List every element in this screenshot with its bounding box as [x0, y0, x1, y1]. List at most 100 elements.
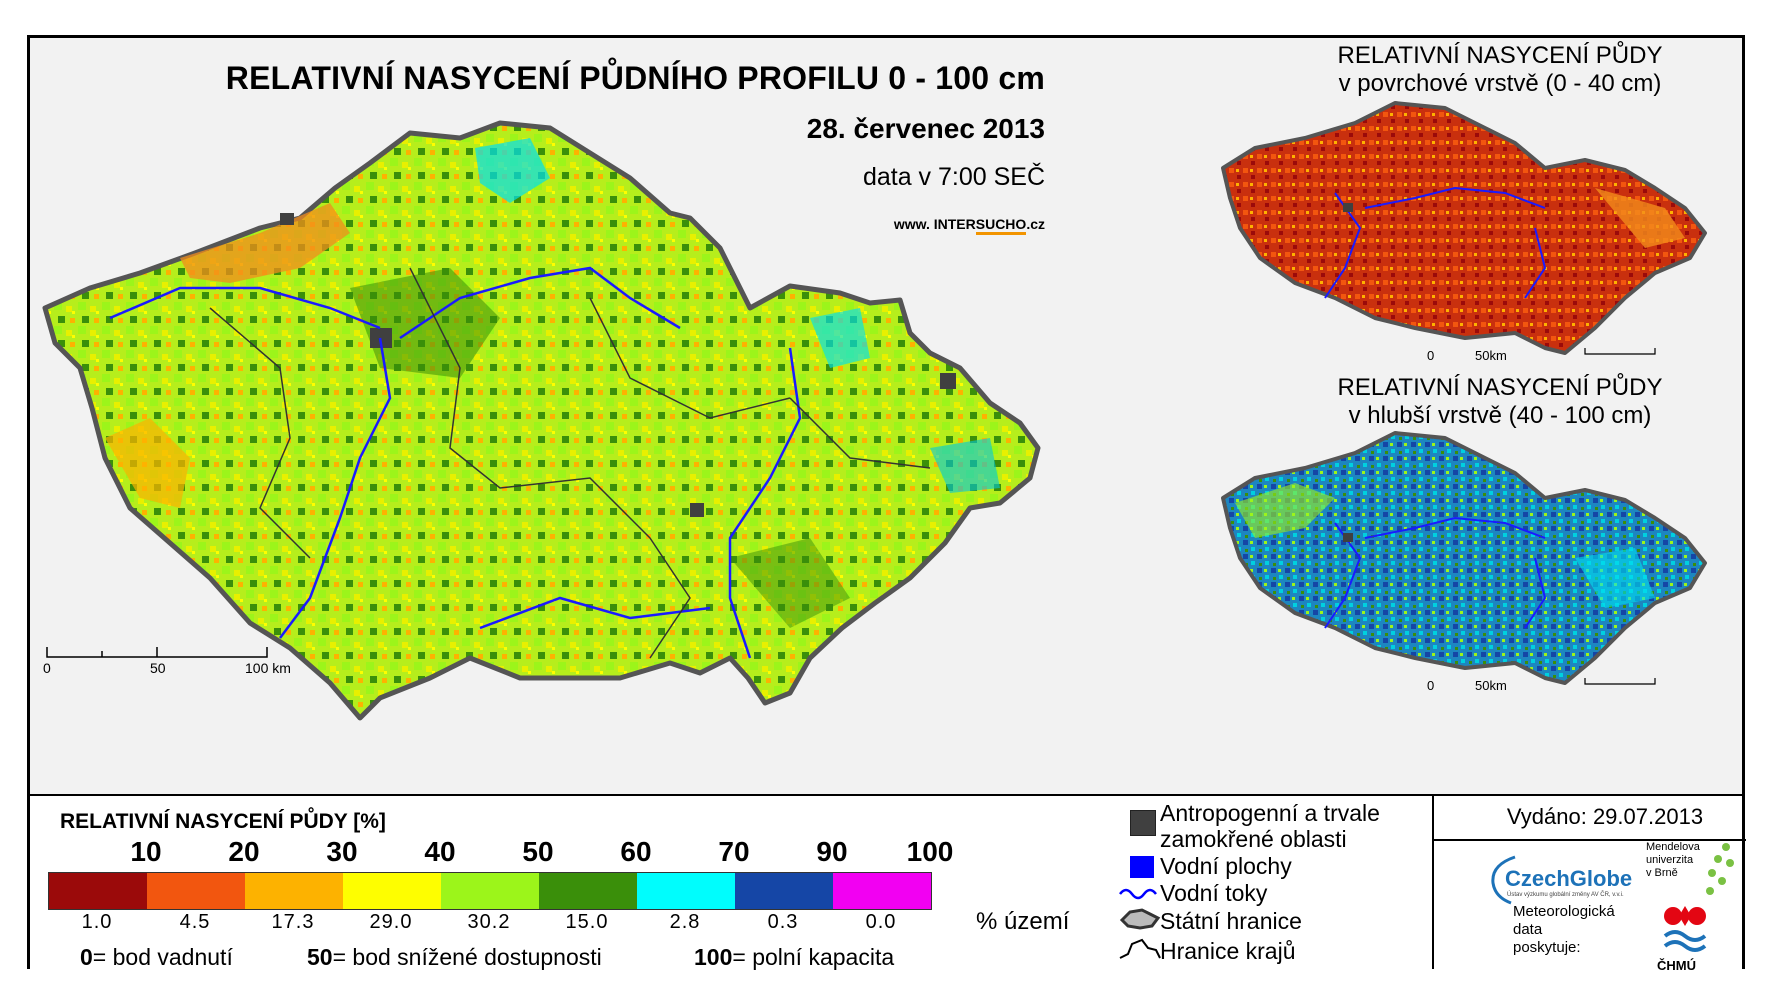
- legend-area: RELATIVNÍ NASYCENÍ PŮDY [%] 10 20 30 40 50 60…: [30, 796, 1746, 973]
- legend-threshold-3: 40: [424, 836, 456, 867]
- main-scale-label-100: 100 km: [245, 660, 291, 676]
- state-border-label: Státní hranice: [1160, 908, 1302, 934]
- legend-divider: [30, 794, 1742, 796]
- legend-explain-0: 0= bod vadnutí: [80, 944, 233, 971]
- czechglobe-subtitle: Ústav výzkumu globální změny AV ČR, v.v.…: [1507, 892, 1624, 898]
- legend-explain-50: 50= bod snížené dostupnosti: [307, 944, 602, 971]
- legend-threshold-7: 90: [816, 836, 848, 867]
- legend-threshold-0: 10: [130, 836, 162, 867]
- explain-value-0: 0: [80, 944, 93, 970]
- main-green-patch-south: [730, 538, 850, 628]
- explain-text-50: = bod snížené dostupnosti: [332, 944, 602, 970]
- czechglobe-arc-icon: [1491, 855, 1516, 905]
- legend-color-3: [343, 873, 441, 909]
- legend-color-2: [245, 873, 343, 909]
- meteo-line3: poskytuje:: [1513, 939, 1581, 956]
- inset-bottom-scale-label-50: 50km: [1475, 678, 1507, 693]
- meteo-line1: Meteorologická: [1513, 903, 1615, 920]
- legend-area-percent-0: 1.0: [81, 911, 113, 933]
- czechglobe-logo: CzechGlobe Ústav výzkumu globální změny …: [1485, 851, 1632, 907]
- inset-bottom-title-line2: v hlubší vrstvě (40 - 100 cm): [1348, 402, 1652, 429]
- inset-bottom-title-line1: RELATIVNÍ NASYCENÍ PŮDY: [1337, 374, 1663, 401]
- inset-bottom-deep-map: [1221, 431, 1707, 685]
- main-river-dyje: [479, 596, 711, 630]
- legend-area-percent-1: 4.5: [179, 911, 211, 933]
- legend-explain-100: 100= polní kapacita: [694, 944, 894, 971]
- water-stream-label: Vodní toky: [1160, 880, 1268, 906]
- main-dry-patch-west: [105, 418, 190, 508]
- map-frame: 0 50 100 km RELATIVNÍ NASYCENÍ PŮDNÍHO P…: [27, 35, 1746, 973]
- mendel-line3: v Brně: [1646, 867, 1678, 879]
- inset-bottom-scale-label-0: 0: [1427, 678, 1435, 693]
- explain-text-100: = polní kapacita: [732, 944, 895, 970]
- state-border-icon: [1119, 908, 1161, 930]
- legend-color-8: [833, 873, 931, 909]
- legend-area-percent-2: 17.3: [271, 911, 315, 933]
- main-region-border: [209, 267, 931, 659]
- main-scale-label-50: 50: [150, 660, 166, 676]
- legend-area-percent-8: 0.0: [865, 911, 897, 933]
- water-area-label: Vodní plochy: [1160, 853, 1292, 879]
- chmu-logo-icon: [1663, 906, 1707, 952]
- issued-date: Vydáno: 29.07.2013: [1506, 804, 1704, 829]
- inset-top-scale-label-50: 50km: [1475, 348, 1507, 363]
- anthropogenic-label-line1: Antropogenní a trvale: [1160, 800, 1380, 826]
- anthropogenic-swatch: [1130, 810, 1156, 836]
- main-wet-patch-north: [475, 138, 550, 203]
- main-city-brno: [690, 503, 704, 517]
- legend-color-5: [539, 873, 637, 909]
- mendel-line1: Mendelova: [1646, 841, 1700, 853]
- legend-title: RELATIVNÍ NASYCENÍ PŮDY [%]: [60, 810, 386, 833]
- legend-color-1: [147, 873, 245, 909]
- main-country-shape: [42, 120, 1041, 721]
- legend-color-4: [441, 873, 539, 909]
- legend-threshold-6: 70: [718, 836, 750, 867]
- main-wet-patch-east: [810, 308, 870, 368]
- legend-color-bar: [48, 872, 932, 910]
- region-border-label: Hranice krajů: [1160, 938, 1296, 964]
- website-link[interactable]: www. INTERSUCHO.cz: [730, 216, 1045, 235]
- legend-area-percent-7: 0.3: [767, 911, 799, 933]
- explain-value-50: 50: [307, 944, 333, 970]
- map-date: 28. červenec 2013: [806, 113, 1045, 144]
- main-map-title: RELATIVNÍ NASYCENÍ PŮDNÍHO PROFILU 0 - 1…: [225, 60, 1045, 96]
- legend-area-percent-3: 29.0: [369, 911, 413, 933]
- data-time: data v 7:00 SEČ: [862, 163, 1045, 191]
- main-green-patch-central: [350, 268, 500, 378]
- inset-top-title-line1: RELATIVNÍ NASYCENÍ PŮDY: [1337, 42, 1663, 69]
- main-city-nw: [280, 213, 294, 225]
- legend-color-0: [49, 873, 147, 909]
- legend-area-percent-5: 15.0: [565, 911, 609, 933]
- anthropogenic-label: Antropogenní a trvale zamokřené oblasti: [1160, 800, 1380, 852]
- legend-threshold-5: 60: [620, 836, 652, 867]
- legend-area-unit: % území: [976, 908, 1070, 935]
- mendel-university-logo: Mendelova univerzita v Brně: [1646, 841, 1700, 880]
- inset-top-title-line2: v povrchové vrstvě (0 - 40 cm): [1338, 70, 1662, 97]
- issued-divider: [1434, 839, 1746, 841]
- main-river-ohre: [109, 286, 381, 330]
- main-river-labe: [399, 266, 681, 340]
- legend-area-percent-6: 2.8: [669, 911, 701, 933]
- legend-threshold-2: 30: [326, 836, 358, 867]
- explain-value-100: 100: [694, 944, 733, 970]
- region-border-icon: [1119, 938, 1161, 959]
- main-wet-patch-east2: [930, 438, 1000, 493]
- mendel-line2: univerzita: [1646, 854, 1694, 866]
- website-prefix: www. INTER: [893, 216, 976, 232]
- website-accent: SUCHO: [975, 216, 1027, 235]
- legend-threshold-4: 50: [522, 836, 554, 867]
- inset-top-title: RELATIVNÍ NASYCENÍ PŮDY v povrchové vrst…: [1230, 42, 1770, 98]
- legend-threshold-8: 100: [906, 836, 954, 867]
- anthropogenic-label-line2: zamokřené oblasti: [1160, 826, 1347, 852]
- chmu-name: ČHMÚ: [1657, 958, 1696, 973]
- meteo-data-provider: Meteorologická data poskytuje:: [1513, 903, 1615, 957]
- main-scale-label-0: 0: [43, 660, 51, 676]
- inset-top-surface-map: [1221, 101, 1707, 355]
- main-city-ostrava: [940, 373, 956, 389]
- website-suffix: .cz: [1026, 216, 1045, 232]
- legend-threshold-1: 20: [228, 836, 260, 867]
- mendel-dots-icon: [1706, 843, 1734, 895]
- legend-area-percent-4: 30.2: [467, 911, 511, 933]
- water-stream-icon: [1119, 888, 1157, 900]
- main-river-vltava: [279, 337, 392, 639]
